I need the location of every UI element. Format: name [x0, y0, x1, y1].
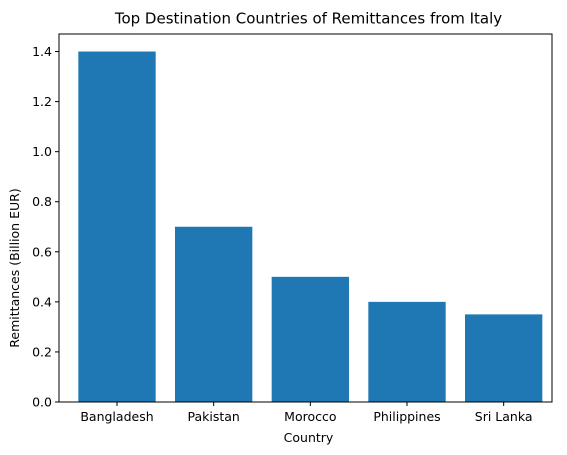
y-tick-label: 0.0	[32, 395, 52, 410]
bar-morocco	[271, 276, 349, 402]
y-tick-label: 0.6	[32, 244, 52, 259]
y-tick-label: 1.2	[32, 94, 52, 109]
y-tick-label: 1.4	[32, 44, 52, 59]
y-tick-label: 1.0	[32, 144, 52, 159]
plot-area: 0.0 0.2 0.4 0.6 0.8 1.0 1.2 1.4 Bangladesh Pakis…	[32, 33, 553, 424]
plot-frame	[58, 33, 553, 403]
x-tick-label: Pakistan	[187, 409, 239, 424]
y-axis-title: Remittances (Billion EUR)	[7, 188, 22, 347]
bar-philippines	[368, 301, 446, 402]
chart-title: Top Destination Countries of Remittances…	[114, 10, 502, 28]
bars-group	[78, 51, 543, 403]
x-axis-title: Country	[284, 430, 334, 445]
bar-bangladesh	[78, 51, 156, 403]
x-axis-ticks: Bangladesh Pakistan Morocco Philippines Sri …	[80, 402, 533, 424]
y-tick-label: 0.2	[32, 344, 52, 359]
x-tick-label: Philippines	[373, 409, 440, 424]
bar-pakistan	[175, 226, 253, 402]
x-tick-label: Bangladesh	[80, 409, 153, 424]
y-axis-ticks: 0.0 0.2 0.4 0.6 0.8 1.0 1.2 1.4	[32, 44, 59, 410]
y-tick-label: 0.8	[32, 194, 52, 209]
x-tick-label: Sri Lanka	[475, 409, 533, 424]
y-tick-label: 0.4	[32, 294, 52, 309]
bar-sri-lanka	[465, 314, 543, 402]
x-tick-label: Morocco	[284, 409, 336, 424]
